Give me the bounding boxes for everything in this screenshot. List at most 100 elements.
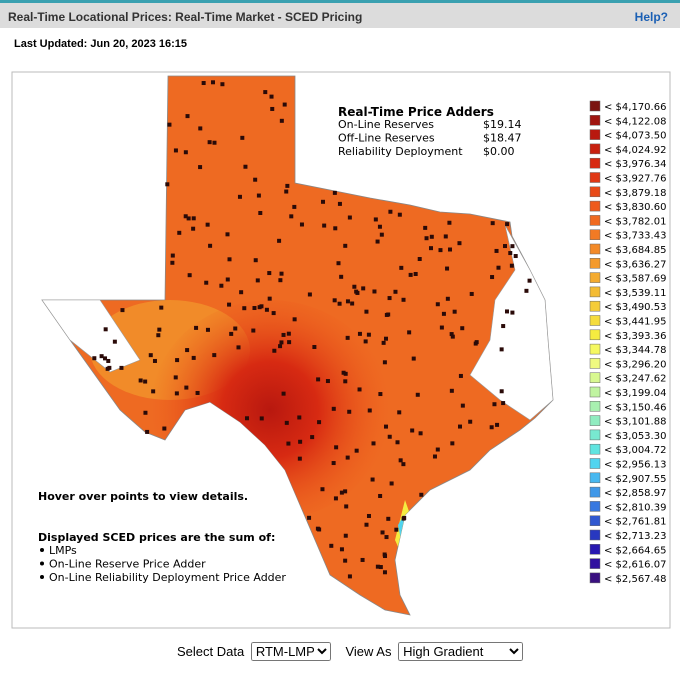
price-point [457,241,462,246]
legend-label: < $3,393.36 [604,331,666,342]
price-point [329,543,334,548]
price-point [263,90,268,95]
price-point [321,199,326,204]
price-point [243,164,248,169]
legend-label: < $3,053.30 [604,431,666,442]
price-point [307,292,312,297]
price-point [345,455,350,460]
price-point [204,280,209,285]
price-point [468,419,473,424]
price-point [401,297,406,302]
legend-label: < $3,587.69 [604,274,666,285]
legend-label: < $2,616.07 [604,560,666,571]
price-point [382,360,387,365]
price-point [236,345,241,350]
price-point [397,410,402,415]
price-point [170,260,175,265]
price-point [395,440,400,445]
price-point [225,232,230,237]
price-point [393,289,398,294]
price-point [185,348,190,353]
price-point [220,82,225,87]
price-point [337,301,342,306]
help-link[interactable]: Help? [634,10,668,24]
price-point [501,324,506,329]
price-point [354,448,359,453]
list-item: LMPs [49,544,77,557]
price-point [344,504,349,509]
legend-swatch [589,115,601,126]
price-point [284,420,289,425]
price-point [184,385,189,390]
price-point [183,214,188,219]
price-point [227,257,232,262]
price-point [473,341,478,346]
legend-swatch [589,386,601,398]
price-point [438,248,443,253]
price-point [469,291,474,296]
price-point [364,309,369,314]
legend-swatch [589,415,601,426]
price-point [381,340,386,345]
price-point [354,289,359,294]
bullet [40,575,44,579]
price-point [345,299,350,304]
price-point [317,420,322,425]
legend-swatch [589,343,601,355]
legend-label: < $3,101.88 [604,417,666,428]
price-point [505,222,510,227]
price-point [450,441,455,446]
price-point [112,339,117,344]
price-point [255,278,260,283]
price-point [219,283,224,288]
price-point [504,309,509,314]
price-point [198,165,203,170]
legend-swatch [589,486,601,498]
price-point [191,216,196,221]
price-point [151,389,156,394]
price-point [508,251,513,256]
price-point [510,244,515,249]
legend: < $4,170.66 < $4,122.08 < $4,073.50 < $4,02… [589,100,666,585]
price-point [333,226,338,231]
price-point [384,312,389,317]
adder-value: $0.00 [483,145,515,158]
legend-swatch [589,544,601,555]
legend-swatch [589,215,601,226]
price-point [251,328,256,333]
price-point [383,554,388,559]
price-point [389,481,394,486]
view-as[interactable]: High Gradient [398,642,524,661]
legend-swatch [589,372,601,383]
price-point [195,390,200,395]
price-point [173,375,178,380]
price-point [289,214,294,219]
price-point [499,389,504,394]
price-point [370,477,375,482]
price-point [191,355,196,360]
price-point [267,296,272,301]
legend-label: < $3,684.85 [604,245,666,256]
price-point [156,333,161,338]
price-point [191,226,196,231]
price-point [410,428,415,433]
legend-swatch [589,358,601,369]
price-point [341,370,346,375]
price-point [278,278,283,283]
price-point [448,247,453,252]
price-point [174,391,179,396]
price-point [415,392,420,397]
adder-name: Off-Line Reserves [338,132,435,145]
select-data[interactable]: RTM-LMP [250,642,331,661]
price-point [378,392,383,397]
price-point [494,248,499,253]
price-point [339,274,344,279]
displayed-title: Displayed SCED prices are the sum of: [38,531,275,544]
price-point [373,217,378,222]
price-point [439,325,444,330]
price-point [408,272,413,277]
legend-label: < $3,199.04 [604,388,666,399]
price-point [361,286,366,291]
legend-label: < $2,713.23 [604,531,666,542]
